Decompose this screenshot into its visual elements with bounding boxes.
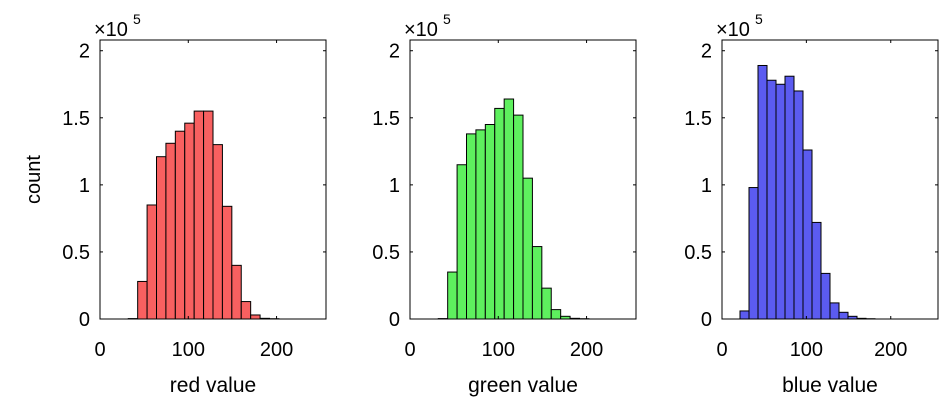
y-multiplier-label: ×10 5 bbox=[404, 11, 451, 41]
histogram-bar bbox=[839, 312, 848, 319]
histogram-bar bbox=[749, 188, 758, 319]
histogram-bar bbox=[767, 80, 776, 319]
histogram-bar bbox=[194, 111, 203, 319]
y-multiplier-exponent: 5 bbox=[133, 11, 141, 27]
histogram-bar bbox=[147, 205, 156, 319]
histogram-bar bbox=[467, 134, 476, 319]
histogram-bar bbox=[241, 302, 250, 319]
y-tick-label: 1.5 bbox=[372, 108, 400, 130]
histogram-panel-green: 0 0.5 1 1.5 2 0 100 200 green value ×10 5 bbox=[372, 11, 636, 397]
histogram-bar bbox=[514, 115, 523, 319]
y-multiplier-label: ×10 5 bbox=[94, 11, 141, 41]
histogram-bar bbox=[803, 150, 812, 319]
histogram-bar bbox=[523, 178, 532, 319]
y-tick-label: 2 bbox=[701, 41, 712, 63]
x-tick-label: 100 bbox=[172, 339, 205, 361]
y-multiplier-exponent: 5 bbox=[755, 11, 763, 27]
histogram-bar bbox=[457, 165, 466, 319]
y-tick-label: 0.5 bbox=[62, 242, 90, 264]
histogram-bar bbox=[532, 247, 541, 319]
histogram-bar bbox=[821, 273, 830, 319]
x-tick-label: 100 bbox=[790, 339, 823, 361]
y-tick-label: 1 bbox=[701, 175, 712, 197]
histogram-bar bbox=[740, 311, 749, 319]
y-tick-label: 0.5 bbox=[372, 242, 400, 264]
histogram-bar bbox=[542, 288, 551, 319]
x-tick-label: 0 bbox=[716, 339, 727, 361]
x-tick-label: 100 bbox=[482, 339, 515, 361]
histogram-bar bbox=[185, 123, 194, 319]
histogram-bar bbox=[138, 281, 147, 319]
y-tick-label: 1 bbox=[389, 175, 400, 197]
x-tick-label: 0 bbox=[404, 339, 415, 361]
histogram-bar bbox=[785, 76, 794, 319]
histogram-bar bbox=[551, 310, 560, 319]
y-tick-label: 2 bbox=[79, 41, 90, 63]
histogram-bar bbox=[175, 131, 184, 319]
histogram-bar bbox=[476, 130, 485, 319]
y-tick-label: 0 bbox=[79, 309, 90, 331]
x-tick-label: 200 bbox=[570, 339, 603, 361]
x-axis-label: green value bbox=[468, 374, 578, 397]
histogram-bar bbox=[251, 315, 260, 319]
y-tick-label: 0 bbox=[389, 309, 400, 331]
y-multiplier-prefix: ×10 bbox=[716, 19, 750, 41]
y-tick-label: 1 bbox=[79, 175, 90, 197]
histogram-bar bbox=[504, 99, 513, 319]
y-axis-label: count bbox=[23, 155, 45, 204]
x-tick-label: 0 bbox=[94, 339, 105, 361]
histogram-bar bbox=[232, 265, 241, 319]
y-tick-label: 2 bbox=[389, 41, 400, 63]
histogram-bar bbox=[794, 91, 803, 319]
y-tick-label: 0 bbox=[701, 309, 712, 331]
histogram-bar bbox=[213, 145, 222, 319]
histogram-bar bbox=[222, 206, 231, 319]
y-tick-label: 1.5 bbox=[684, 108, 712, 130]
histogram-panel-blue: 0 0.5 1 1.5 2 0 100 200 blue value ×10 5 bbox=[684, 11, 938, 397]
x-tick-label: 200 bbox=[874, 339, 907, 361]
histogram-bar bbox=[758, 65, 767, 319]
histogram-bar bbox=[812, 222, 821, 319]
y-multiplier-exponent: 5 bbox=[443, 11, 451, 27]
histogram-bar bbox=[495, 108, 504, 319]
histogram-bar bbox=[448, 272, 457, 319]
x-axis-label: red value bbox=[170, 374, 256, 397]
x-tick-label: 200 bbox=[260, 339, 293, 361]
y-multiplier-prefix: ×10 bbox=[94, 19, 128, 41]
y-tick-label: 0.5 bbox=[684, 242, 712, 264]
y-multiplier-label: ×10 5 bbox=[716, 11, 763, 41]
histogram-bar bbox=[157, 157, 166, 319]
y-multiplier-prefix: ×10 bbox=[404, 19, 438, 41]
histogram-bar bbox=[204, 111, 213, 319]
histogram-bar bbox=[485, 125, 494, 319]
x-axis-label: blue value bbox=[782, 374, 878, 397]
histogram-bar bbox=[166, 143, 175, 319]
y-tick-label: 1.5 bbox=[62, 108, 90, 130]
histogram-bar bbox=[776, 84, 785, 319]
histogram-bar bbox=[830, 303, 839, 319]
